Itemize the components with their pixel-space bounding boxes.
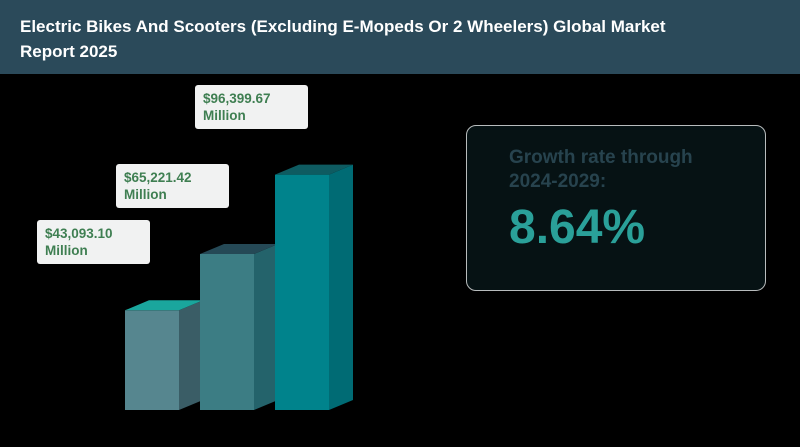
growth-rate-label: Growth rate through 2024-2029:: [509, 147, 693, 192]
growth-rate-value: 8.64%: [509, 201, 646, 254]
report-title: Electric Bikes And Scooters (Excluding E…: [20, 17, 666, 61]
bar-side: [329, 164, 353, 410]
bar-chart: [125, 164, 353, 410]
report-header: Electric Bikes And Scooters (Excluding E…: [0, 0, 800, 74]
bar-value-label: $43,093.10 Million: [37, 220, 150, 265]
bar-side: [254, 243, 278, 410]
bar: [125, 310, 179, 410]
bar-top: [200, 243, 278, 254]
growth-rate-card: Growth rate through 2024-2029: 8.64%: [466, 125, 766, 291]
bar-side: [179, 300, 203, 410]
bar-value-label: $65,221.42 Million: [116, 163, 229, 208]
bar: [275, 174, 329, 410]
bar-top: [125, 300, 203, 311]
bar: [200, 253, 254, 410]
bar-top: [275, 164, 353, 175]
bar-value-label: $96,399.67 Million: [195, 84, 308, 129]
